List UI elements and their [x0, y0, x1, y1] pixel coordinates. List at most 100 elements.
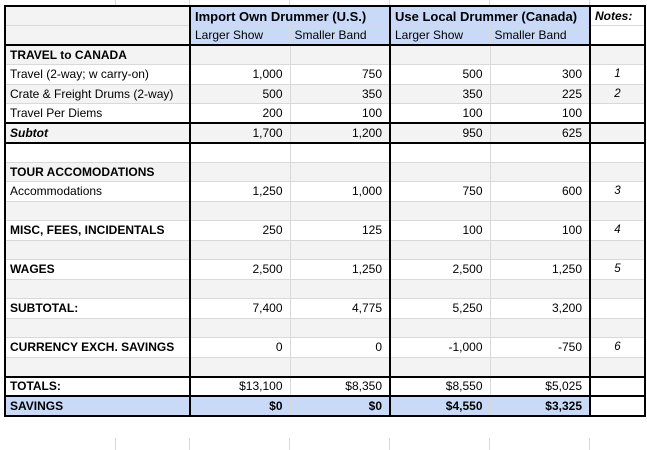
value-cell[interactable]: 0 [289, 337, 391, 358]
column-subheader-ca-smaller-band[interactable]: Smaller Band [489, 25, 591, 46]
value-cell[interactable]: 3,200 [489, 298, 591, 319]
value-cell[interactable]: 225 [489, 83, 591, 104]
corner-cell[interactable] [4, 25, 191, 46]
value-cell[interactable] [189, 278, 291, 299]
value-cell[interactable] [189, 239, 291, 260]
value-cell[interactable] [389, 278, 491, 299]
value-cell[interactable]: 950 [389, 122, 491, 144]
note-cell[interactable]: 6 [589, 337, 646, 358]
row-label-cell[interactable]: Crate & Freight Drums (2-way) [4, 83, 191, 104]
row-label-cell[interactable]: TRAVEL to CANADA [4, 44, 191, 65]
value-cell[interactable]: 100 [489, 103, 591, 124]
note-cell[interactable] [589, 298, 646, 319]
value-cell[interactable] [189, 317, 291, 338]
value-cell[interactable]: 100 [289, 103, 391, 124]
value-cell[interactable] [289, 356, 391, 377]
column-group-use-local-drummer[interactable]: Use Local Drummer (Canada) [389, 5, 591, 26]
value-cell[interactable] [389, 200, 491, 221]
value-cell[interactable]: 1,200 [289, 122, 391, 144]
value-cell[interactable]: 500 [389, 64, 491, 85]
value-cell[interactable] [389, 161, 491, 182]
note-cell[interactable] [589, 278, 646, 299]
value-cell[interactable]: 300 [489, 64, 591, 85]
value-cell[interactable] [489, 239, 591, 260]
value-cell[interactable]: 200 [189, 103, 291, 124]
value-cell[interactable] [489, 142, 591, 163]
note-cell[interactable]: 3 [589, 181, 646, 202]
value-cell[interactable]: 7,400 [189, 298, 291, 319]
value-cell[interactable] [389, 44, 491, 65]
note-cell[interactable] [589, 375, 646, 397]
value-cell[interactable]: $0 [289, 395, 391, 416]
column-header-notes[interactable]: Notes: [589, 5, 646, 26]
column-subheader-us-larger-show[interactable]: Larger Show [189, 25, 291, 46]
value-cell[interactable]: 125 [289, 220, 391, 241]
value-cell[interactable]: $0 [189, 395, 291, 416]
value-cell[interactable] [189, 44, 291, 65]
row-label-cell[interactable]: TOUR ACCOMODATIONS [4, 161, 191, 182]
value-cell[interactable]: 350 [289, 83, 391, 104]
value-cell[interactable] [289, 44, 391, 65]
value-cell[interactable]: 1,250 [489, 259, 591, 280]
value-cell[interactable]: 2,500 [389, 259, 491, 280]
value-cell[interactable]: 350 [389, 83, 491, 104]
note-cell[interactable] [589, 122, 646, 144]
value-cell[interactable]: 5,250 [389, 298, 491, 319]
row-label-cell[interactable]: WAGES [4, 259, 191, 280]
value-cell[interactable]: 100 [389, 103, 491, 124]
corner-cell[interactable] [4, 5, 191, 26]
row-label-cell[interactable]: SAVINGS [4, 395, 191, 416]
column-subheader-us-smaller-band[interactable]: Smaller Band [289, 25, 391, 46]
value-cell[interactable]: $8,350 [289, 375, 391, 397]
value-cell[interactable] [489, 317, 591, 338]
value-cell[interactable] [389, 356, 491, 377]
row-label-cell[interactable] [4, 317, 191, 338]
value-cell[interactable]: 1,250 [289, 259, 391, 280]
note-cell[interactable] [589, 317, 646, 338]
value-cell[interactable] [389, 317, 491, 338]
value-cell[interactable] [289, 142, 391, 163]
value-cell[interactable] [389, 142, 491, 163]
value-cell[interactable] [289, 317, 391, 338]
note-cell[interactable] [589, 44, 646, 65]
value-cell[interactable] [489, 161, 591, 182]
row-label-cell[interactable] [4, 200, 191, 221]
value-cell[interactable]: 250 [189, 220, 291, 241]
value-cell[interactable]: 600 [489, 181, 591, 202]
value-cell[interactable]: $8,550 [389, 375, 491, 397]
note-cell[interactable] [589, 239, 646, 260]
row-label-cell[interactable] [4, 239, 191, 260]
value-cell[interactable] [489, 44, 591, 65]
value-cell[interactable] [289, 161, 391, 182]
value-cell[interactable]: 1,000 [189, 64, 291, 85]
value-cell[interactable] [189, 161, 291, 182]
value-cell[interactable]: 625 [489, 122, 591, 144]
row-label-cell[interactable] [4, 356, 191, 377]
value-cell[interactable] [489, 200, 591, 221]
note-cell[interactable] [589, 103, 646, 124]
value-cell[interactable] [189, 200, 291, 221]
note-cell[interactable] [589, 356, 646, 377]
note-cell[interactable]: 5 [589, 259, 646, 280]
value-cell[interactable]: 750 [289, 64, 391, 85]
value-cell[interactable]: $4,550 [389, 395, 491, 416]
note-cell[interactable] [589, 161, 646, 182]
value-cell[interactable]: $13,100 [189, 375, 291, 397]
value-cell[interactable]: 2,500 [189, 259, 291, 280]
value-cell[interactable]: $3,325 [489, 395, 591, 416]
row-label-cell[interactable]: Travel Per Diems [4, 103, 191, 124]
column-subheader-ca-larger-show[interactable]: Larger Show [389, 25, 491, 46]
row-label-cell[interactable]: MISC, FEES, INCIDENTALS [4, 220, 191, 241]
note-cell[interactable]: 4 [589, 220, 646, 241]
value-cell[interactable]: 1,700 [189, 122, 291, 144]
row-label-cell[interactable]: CURRENCY EXCH. SAVINGS [4, 337, 191, 358]
value-cell[interactable] [189, 356, 291, 377]
row-label-cell[interactable]: SUBTOTAL: [4, 298, 191, 319]
value-cell[interactable] [289, 239, 391, 260]
row-label-cell[interactable] [4, 142, 191, 163]
row-label-cell[interactable]: Accommodations [4, 181, 191, 202]
column-group-import-own-drummer[interactable]: Import Own Drummer (U.S.) [189, 5, 391, 26]
note-cell[interactable] [589, 142, 646, 163]
value-cell[interactable] [389, 239, 491, 260]
value-cell[interactable]: 0 [189, 337, 291, 358]
